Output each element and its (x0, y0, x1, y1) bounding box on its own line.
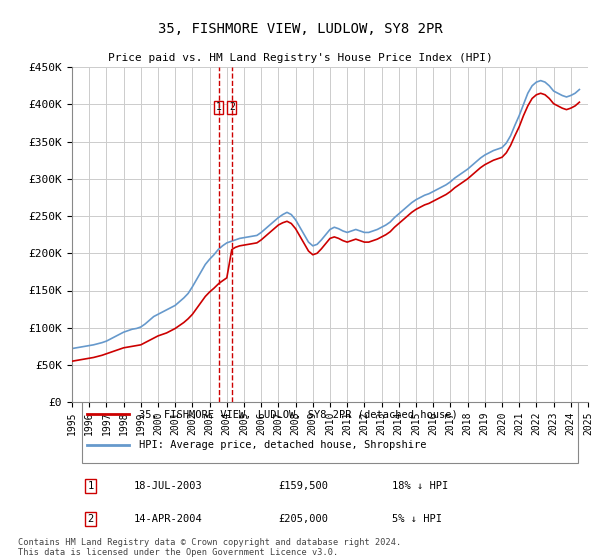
Text: 14-APR-2004: 14-APR-2004 (134, 515, 203, 524)
Text: 35, FISHMORE VIEW, LUDLOW, SY8 2PR: 35, FISHMORE VIEW, LUDLOW, SY8 2PR (158, 22, 442, 36)
Text: 18-JUL-2003: 18-JUL-2003 (134, 481, 203, 491)
Text: 1: 1 (88, 481, 94, 491)
Text: HPI: Average price, detached house, Shropshire: HPI: Average price, detached house, Shro… (139, 440, 427, 450)
Text: 2: 2 (88, 515, 94, 524)
Text: 18% ↓ HPI: 18% ↓ HPI (392, 481, 448, 491)
Text: 2: 2 (229, 102, 235, 113)
Text: £159,500: £159,500 (278, 481, 328, 491)
Text: 5% ↓ HPI: 5% ↓ HPI (392, 515, 442, 524)
Text: Contains HM Land Registry data © Crown copyright and database right 2024.
This d: Contains HM Land Registry data © Crown c… (18, 538, 401, 557)
Text: £205,000: £205,000 (278, 515, 328, 524)
Text: 1: 1 (216, 102, 222, 113)
Text: 35, FISHMORE VIEW, LUDLOW, SY8 2PR (detached house): 35, FISHMORE VIEW, LUDLOW, SY8 2PR (deta… (139, 409, 458, 419)
Text: Price paid vs. HM Land Registry's House Price Index (HPI): Price paid vs. HM Land Registry's House … (107, 53, 493, 63)
